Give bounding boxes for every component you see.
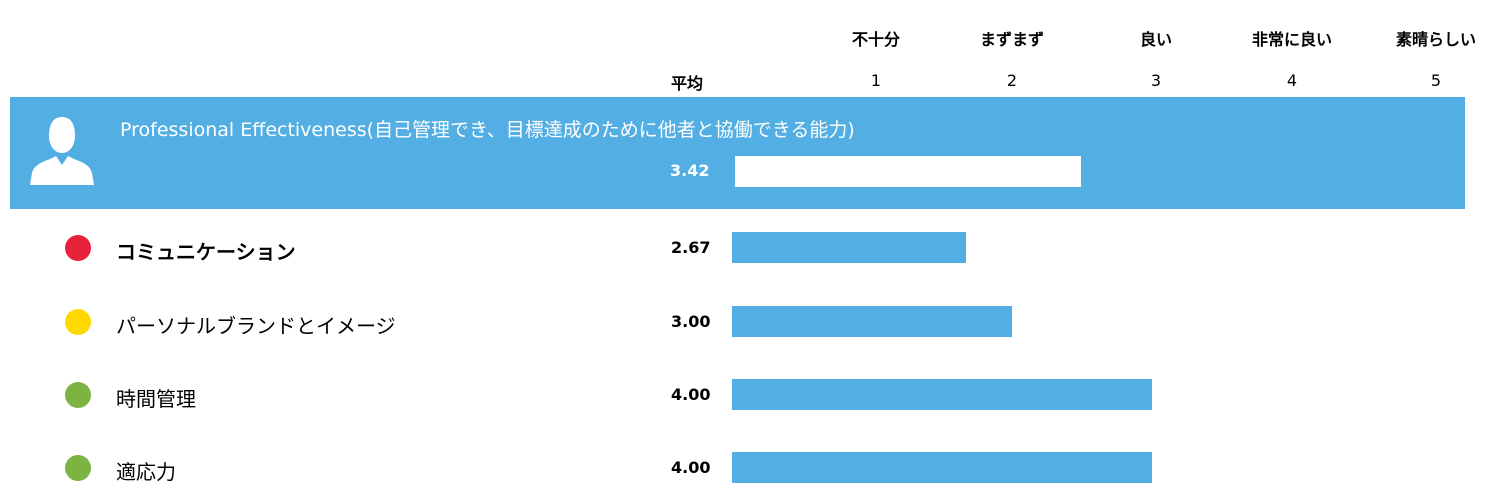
scale-tick-4: 4: [1286, 71, 1298, 90]
item-average-value: 2.67: [671, 238, 711, 257]
item-bar: [732, 232, 966, 263]
scale-tick-1: 1: [870, 71, 882, 90]
item-average-value: 3.00: [671, 312, 711, 331]
status-dot: [65, 309, 91, 335]
scale-label-1: 不十分: [851, 30, 901, 49]
item-bar: [732, 306, 1012, 337]
person-avatar-icon: [30, 117, 94, 185]
section-header-band: Professional Effectiveness(自己管理でき、目標達成のた…: [10, 97, 1465, 209]
item-row: コミュニケーション 2.67: [0, 229, 1499, 269]
item-label: パーソナルブランドとイメージ: [116, 314, 396, 338]
item-label: 適応力: [116, 460, 176, 484]
scale-tick-3: 3: [1150, 71, 1162, 90]
status-dot: [65, 455, 91, 481]
item-average-value: 4.00: [671, 458, 711, 477]
status-dot: [65, 235, 91, 261]
scale-label-5: 素晴らしい: [1395, 30, 1477, 49]
status-dot: [65, 382, 91, 408]
section-title: Professional Effectiveness(自己管理でき、目標達成のた…: [120, 119, 855, 141]
item-row: 時間管理 4.00: [0, 376, 1499, 416]
average-column-header: 平均: [671, 74, 704, 93]
scale-label-2: まずまず: [979, 30, 1045, 49]
item-bar: [732, 452, 1152, 483]
item-label: 時間管理: [116, 387, 196, 411]
scale-label-4: 非常に良い: [1251, 30, 1333, 49]
item-row: パーソナルブランドとイメージ 3.00: [0, 303, 1499, 343]
section-average-value: 3.42: [670, 161, 710, 180]
item-row: 適応力 4.00: [0, 449, 1499, 489]
scale-label-3: 良い: [1139, 30, 1173, 49]
scale-tick-2: 2: [1006, 71, 1018, 90]
item-average-value: 4.00: [671, 385, 711, 404]
item-bar: [732, 379, 1152, 410]
scale-tick-5: 5: [1430, 71, 1442, 90]
item-label: コミュニケーション: [116, 240, 296, 264]
section-average-bar: [735, 156, 1081, 187]
